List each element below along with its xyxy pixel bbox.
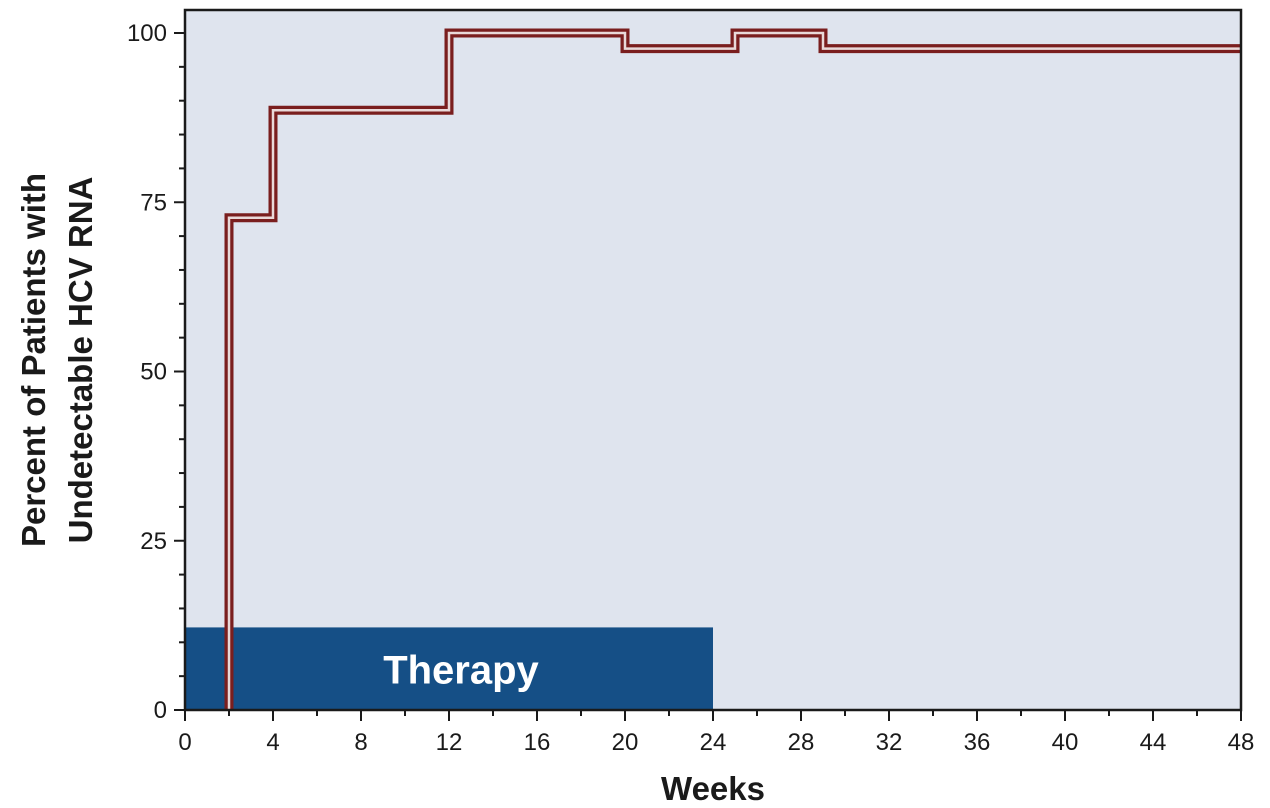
x-tick-label: 36	[964, 729, 991, 756]
therapy-annotation: Therapy	[185, 627, 713, 710]
x-tick-label: 12	[436, 729, 463, 756]
y-axis-title-line-1: Percent of Patients with	[15, 173, 52, 547]
x-tick-label: 48	[1228, 729, 1255, 756]
y-tick-label: 0	[154, 697, 167, 724]
y-axis-title-line-2-text: Undetectable HCV RNA	[62, 177, 99, 544]
y-axis-title-line-2: Undetectable HCV RNA	[62, 177, 99, 544]
y-axis-title: Percent of Patients with	[15, 173, 52, 547]
series-group	[224, 28, 1241, 710]
y-tick-label: 75	[140, 189, 167, 216]
x-tick-label: 8	[354, 729, 367, 756]
series-line-inner	[227, 31, 1241, 710]
x-tick-label: 24	[700, 729, 727, 756]
x-tick-label: 20	[612, 729, 639, 756]
x-tick-label: 16	[524, 729, 551, 756]
x-axis-title: Weeks	[661, 770, 765, 807]
x-tick-label: 28	[788, 729, 815, 756]
y-tick-label: 100	[127, 20, 167, 47]
x-tick-label: 40	[1052, 729, 1079, 756]
therapy-label: Therapy	[383, 649, 539, 693]
plot-area	[185, 10, 1241, 710]
y-tick-label: 50	[140, 359, 167, 386]
y-tick-label: 25	[140, 528, 167, 555]
x-tick-label: 32	[876, 729, 903, 756]
x-tick-label: 44	[1140, 729, 1167, 756]
x-axis: 0 4 8 12 16 20 24 28 32 36 40 44 48	[178, 710, 1254, 756]
x-tick-label: 4	[266, 729, 279, 756]
x-tick-label: 0	[178, 729, 191, 756]
therapy-bar	[185, 627, 713, 710]
y-axis: 0 25 50 75 100	[127, 20, 185, 724]
